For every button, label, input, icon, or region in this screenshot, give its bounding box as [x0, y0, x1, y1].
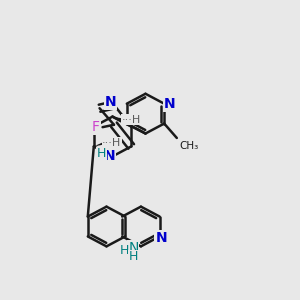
Text: ···H: ···H [102, 138, 122, 148]
Text: H: H [129, 250, 138, 263]
Text: F: F [92, 120, 100, 134]
Text: H: H [120, 244, 129, 257]
Text: CH₃: CH₃ [179, 141, 199, 151]
Text: N: N [128, 241, 139, 255]
Text: N: N [164, 97, 176, 111]
Text: N: N [104, 149, 115, 164]
Text: N: N [105, 95, 116, 110]
Text: H: H [96, 148, 106, 160]
Text: N: N [155, 231, 167, 245]
Text: ···H: ···H [122, 115, 141, 124]
